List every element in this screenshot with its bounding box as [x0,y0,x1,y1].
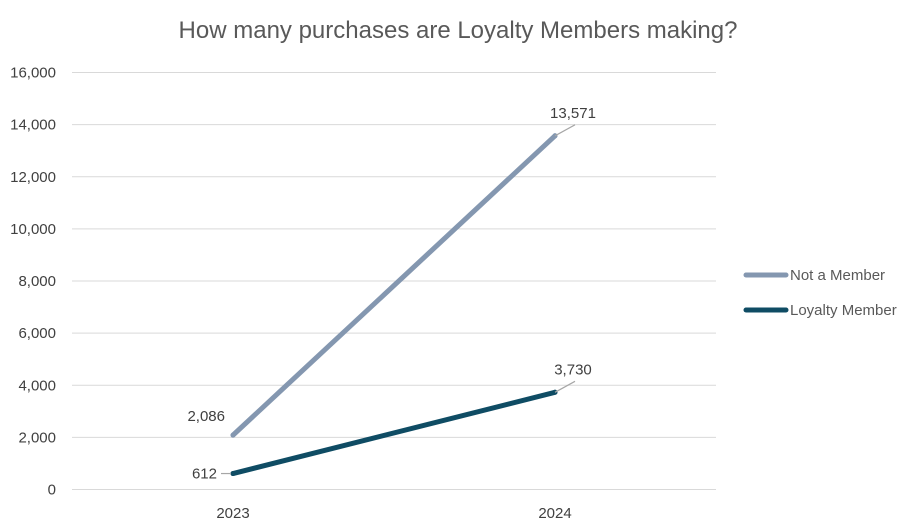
y-tick-label: 8,000 [18,273,56,290]
y-tick-label: 0 [48,482,56,499]
x-tick-label: 2024 [538,505,571,522]
data-point [230,432,236,438]
y-tick-label: 4,000 [18,377,56,394]
series-line-0 [230,133,558,438]
legend: Not a Member Loyalty Member [743,267,897,319]
series-line-1 [230,389,558,477]
legend-label: Not a Member [790,267,885,284]
data-label: 2,086 [187,408,225,425]
series [230,133,558,477]
legend-label: Loyalty Member [790,302,897,319]
y-tick-label: 6,000 [18,325,56,342]
data-label: 13,571 [550,105,596,122]
x-tick-label: 2023 [216,505,249,522]
data-label: 612 [192,466,217,483]
data-label: 3,730 [554,361,592,378]
y-axis: 0 2,000 4,000 6,000 8,000 10,000 12,000 14,000 1… [10,65,56,499]
y-tick-label: 14,000 [10,117,56,134]
label-leader-line [554,380,576,393]
data-labels: 2,086 13,571 612 3,730 [187,105,595,483]
y-tick-label: 12,000 [10,169,56,186]
y-tick-label: 10,000 [10,221,56,238]
chart-title: How many purchases are Loyalty Members m… [179,17,738,44]
data-point [230,471,236,477]
x-axis: 2023 2024 [216,505,571,522]
y-tick-label: 2,000 [18,429,56,446]
gridlines [72,72,716,490]
label-leader-line [554,124,576,137]
y-tick-label: 16,000 [10,65,56,82]
